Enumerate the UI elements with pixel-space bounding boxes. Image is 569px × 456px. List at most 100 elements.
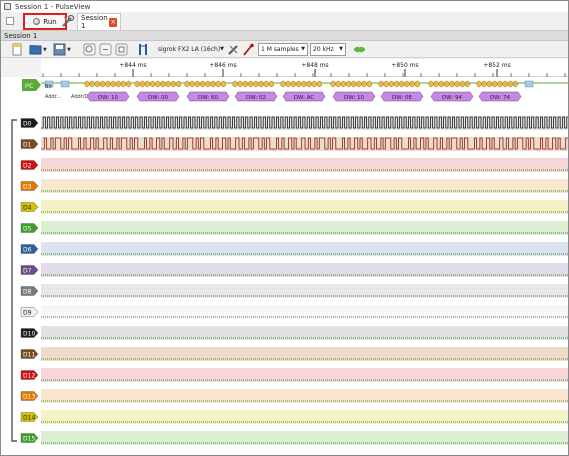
channel-tag[interactable] bbox=[20, 139, 39, 149]
device-config-icon[interactable] bbox=[227, 43, 240, 56]
channel-tag[interactable] bbox=[20, 412, 39, 422]
samplerate-combo[interactable]: 20 kHz ▼ bbox=[310, 43, 346, 56]
new-file-icon[interactable] bbox=[11, 43, 24, 56]
open-menu-arrow-icon[interactable]: ▼ bbox=[43, 47, 47, 53]
channel-tag[interactable] bbox=[20, 202, 39, 212]
decoder-bit-mark bbox=[296, 80, 302, 88]
decoder-data-word[interactable] bbox=[186, 91, 230, 102]
decoder-data-word[interactable] bbox=[86, 91, 130, 102]
decoder-bit-mark bbox=[194, 80, 201, 88]
decoder-bit-mark bbox=[366, 80, 373, 88]
decoder-bit-mark bbox=[215, 80, 221, 88]
decoder-data-word[interactable] bbox=[282, 91, 326, 102]
decoder-data-word[interactable] bbox=[234, 91, 278, 102]
channel-tag-label: D9 bbox=[23, 309, 32, 316]
ruler-tick-label: +844 ms bbox=[119, 62, 146, 69]
save-menu-arrow-icon[interactable]: ▼ bbox=[67, 47, 71, 53]
tab-session-1[interactable]: Session 1 × bbox=[77, 13, 121, 30]
time-ruler[interactable]: +844 ms +846 ms +848 ms +850 ms +852 ms bbox=[41, 59, 568, 77]
zoom-in-icon[interactable] bbox=[83, 43, 96, 56]
title-bar: Session 1 - PulseView bbox=[1, 1, 568, 12]
decoder-bit-mark bbox=[346, 80, 352, 88]
decoder-data-word-label: DW: 00 bbox=[148, 95, 168, 101]
decoder-bit-mark bbox=[428, 80, 434, 88]
decoder-data-word[interactable] bbox=[380, 91, 424, 102]
channel-tag[interactable] bbox=[20, 160, 39, 170]
decoder-data-word[interactable] bbox=[332, 91, 376, 102]
channel-row bbox=[41, 347, 568, 361]
decoder-data-word-label: DW: 0E bbox=[392, 95, 412, 101]
channel-tag-label: D8 bbox=[23, 288, 32, 295]
sample-count-combo[interactable]: 1 M samples ▼ bbox=[258, 43, 308, 56]
decoder-bit-mark bbox=[139, 80, 145, 88]
trace-view[interactable]: I²C Addr... Addr/Data Bit DW: 10 DW: 00 DW: 60… bbox=[1, 77, 568, 455]
channel-tag-label: D10 bbox=[23, 330, 35, 337]
sample-count-value: 1 M samples bbox=[261, 46, 299, 53]
decoder-data-word-label: DW: 94 bbox=[442, 95, 462, 101]
close-tab-icon[interactable]: × bbox=[109, 17, 117, 27]
channel-tag-label: D3 bbox=[23, 183, 32, 190]
decoder-data-word[interactable] bbox=[430, 91, 474, 102]
decoder-start-mark bbox=[524, 80, 534, 88]
decoder-bit-mark bbox=[94, 80, 101, 88]
channel-tag[interactable] bbox=[20, 223, 39, 233]
channel-tag[interactable] bbox=[20, 118, 39, 128]
zoom-out-icon[interactable] bbox=[99, 43, 112, 56]
add-decoder-icon[interactable] bbox=[353, 43, 366, 56]
channel-tag[interactable] bbox=[20, 391, 39, 401]
channel-tag[interactable] bbox=[20, 265, 39, 275]
decoder-bit-mark bbox=[311, 80, 317, 88]
channel-tag[interactable] bbox=[20, 370, 39, 380]
session-title: Session 1 bbox=[1, 31, 568, 41]
new-session-checkbox[interactable] bbox=[6, 17, 14, 25]
decoder-data-word[interactable] bbox=[136, 91, 180, 102]
decoder-bit-mark bbox=[89, 80, 95, 88]
channel-row bbox=[41, 200, 568, 214]
channel-tag[interactable] bbox=[20, 286, 39, 296]
decoder-data-word-label: DW: AC bbox=[294, 95, 315, 101]
run-button[interactable]: Run bbox=[23, 13, 67, 30]
decoder-data-word[interactable] bbox=[478, 91, 522, 102]
decoder-bit-mark bbox=[170, 80, 177, 88]
save-icon[interactable] bbox=[53, 43, 66, 56]
channel-tag[interactable] bbox=[20, 307, 39, 317]
channel-row bbox=[41, 221, 568, 235]
decoder-bit-mark bbox=[205, 80, 211, 88]
channel-waveform bbox=[41, 137, 568, 150]
channel-tag[interactable] bbox=[20, 181, 39, 191]
decoder-bit-mark bbox=[356, 80, 362, 88]
zoom-fit-icon[interactable] bbox=[115, 43, 128, 56]
channel-tag[interactable] bbox=[20, 433, 39, 443]
channel-tag[interactable] bbox=[20, 244, 39, 254]
decoder-bit-mark bbox=[481, 80, 487, 88]
channel-row bbox=[41, 305, 568, 319]
decoder-bit-mark bbox=[438, 80, 445, 88]
decoder-bit-mark bbox=[125, 80, 132, 88]
channel-tag-label: D7 bbox=[23, 267, 32, 274]
time-ruler-svg: +844 ms +846 ms +848 ms +850 ms +852 ms bbox=[42, 62, 566, 77]
decoder-bit-mark bbox=[263, 80, 269, 88]
channel-row bbox=[41, 179, 568, 193]
settings-tools-icon[interactable] bbox=[61, 14, 75, 28]
channel-tag[interactable] bbox=[20, 328, 39, 338]
device-selector[interactable]: sigrok FX2 LA (16ch) ▼ bbox=[156, 43, 226, 56]
channel-tag-label: D15 bbox=[23, 435, 35, 442]
main-toolbar: ▼ ▼ sigrok FX2 LA (16ch) ▼ bbox=[1, 41, 568, 58]
decoder-bit-mark bbox=[404, 80, 410, 88]
decoder-bit-mark bbox=[105, 80, 111, 88]
decoder-bit-mark bbox=[84, 80, 90, 88]
channel-tag-label: D14 bbox=[23, 414, 35, 421]
ruler-tick-label: +852 ms bbox=[483, 62, 510, 69]
ruler-tick-label: +848 ms bbox=[301, 62, 328, 69]
channel-row bbox=[41, 158, 568, 172]
decoder-data-word-label: DW: 60 bbox=[198, 95, 218, 101]
samplerate-dropdown-icon: ▼ bbox=[339, 46, 343, 52]
open-folder-icon[interactable] bbox=[29, 43, 42, 56]
channel-tag-label: D11 bbox=[23, 351, 35, 358]
cursor-icon[interactable] bbox=[137, 43, 150, 56]
ruler-tick-label: +850 ms bbox=[391, 62, 418, 69]
channel-tag[interactable] bbox=[20, 349, 39, 359]
probe-config-icon[interactable] bbox=[242, 43, 255, 56]
decoder-lane-label: Addr... bbox=[45, 94, 61, 100]
decoder-tag[interactable] bbox=[22, 79, 41, 91]
